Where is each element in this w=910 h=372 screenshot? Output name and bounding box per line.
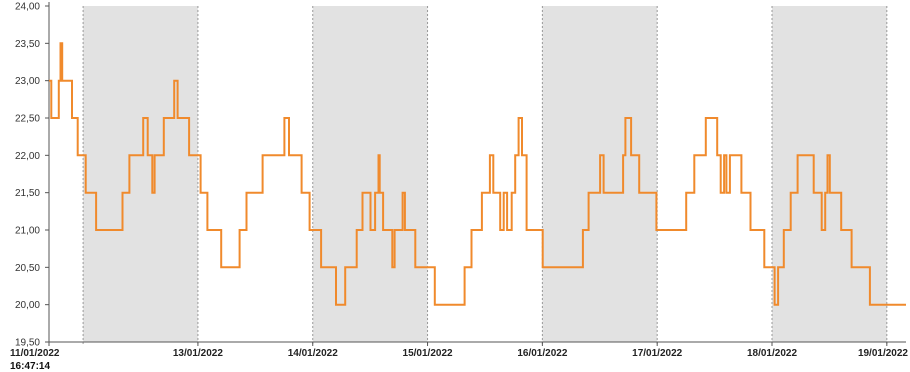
y-tick-label: 22,00 (15, 151, 40, 162)
shaded-band (83, 6, 198, 342)
x-tick-label: 18/01/2022 (747, 348, 797, 359)
x-tick-label: 19/01/2022 (858, 348, 908, 359)
shaded-band (312, 6, 428, 342)
y-tick-label: 20,50 (15, 263, 40, 274)
y-tick-label: 24,00 (15, 2, 40, 13)
y-tick-label: 19,50 (15, 338, 40, 349)
y-tick-label: 23,00 (15, 76, 40, 87)
shaded-bands (83, 6, 887, 342)
tick-labels: 19,50 20,00 20,50 21,00 21,50 22,00 22,50 23,00… (10, 2, 908, 372)
y-tick-label: 20,00 (15, 300, 40, 311)
series-line (49, 42, 906, 306)
x-tick-label: 15/01/2022 (403, 348, 453, 359)
start-time-label: 16:47:14 (10, 361, 50, 372)
y-tick-label: 23,50 (15, 39, 40, 50)
y-tick-label: 22,50 (15, 114, 40, 125)
y-tick-label: 21,50 (15, 188, 40, 199)
x-tick-label: 11/01/2022 (10, 348, 60, 359)
x-tick-label: 17/01/2022 (632, 348, 682, 359)
series-group (49, 42, 906, 306)
x-tick-label: 13/01/2022 (173, 348, 223, 359)
band-boundaries (82, 6, 888, 346)
y-tick-label: 21,00 (15, 226, 40, 237)
x-tick-label: 16/01/2022 (517, 348, 567, 359)
x-tick-label: 14/01/2022 (288, 348, 338, 359)
axes (45, 2, 906, 346)
